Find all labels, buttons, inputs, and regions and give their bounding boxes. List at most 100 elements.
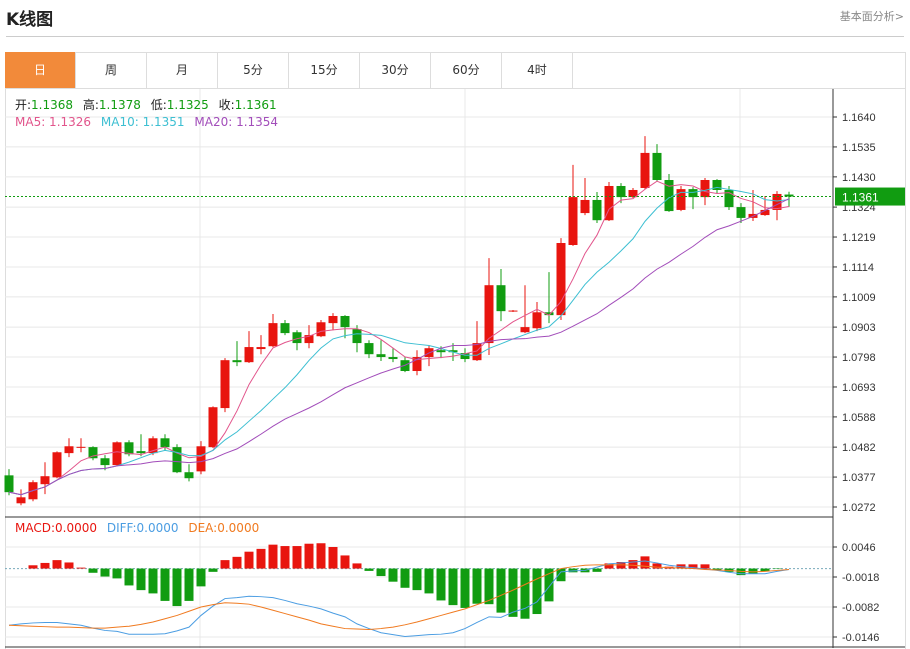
candle-body [581,200,590,213]
macd-tick-label: -0.0146 [842,632,879,644]
candle-body [437,350,446,352]
candle [221,358,230,412]
candle-body [5,475,14,492]
candle [509,310,518,312]
candle [425,345,434,366]
price-tick-label: 1.0588 [842,412,876,424]
tab-30min[interactable]: 30分 [360,52,431,88]
diff-value: DIFF:0.0000 [107,521,179,535]
macd-bar [497,569,506,613]
macd-bar [173,569,182,607]
macd-tick-label: 0.0046 [842,542,876,554]
macd-bar [557,569,566,582]
price-tick-label: 1.1009 [842,292,876,304]
candle-body [653,153,662,180]
candle-body [101,458,110,465]
candle-body [509,311,518,312]
candle [521,285,530,333]
macd-bar [509,569,518,617]
candle-body [161,438,170,447]
candle-body [617,186,626,197]
candle [269,314,278,347]
candle-body [317,322,326,336]
ohlc-readout: 开:1.1368 高:1.1378 低:1.1325 收:1.1361 [15,96,283,113]
macd-bar [149,569,158,594]
candle [209,406,218,448]
macd-bar [425,569,434,594]
candle [41,462,50,494]
macd-tick-label: -0.0082 [842,602,879,614]
candle [677,186,686,211]
candle-body [197,446,206,471]
macd-bar [125,569,134,586]
candle-body [737,207,746,218]
candle-body [53,452,62,477]
macd-bar [53,560,62,568]
tab-4hour[interactable]: 4时 [502,52,573,88]
candle [257,335,266,354]
macd-bar [269,545,278,569]
candle [233,341,242,366]
macd-tick-label: -0.0018 [842,572,879,584]
price-tick-label: 1.1114 [842,262,874,274]
candle-body [185,472,194,478]
candle [185,464,194,481]
candle-body [377,354,386,357]
candle [365,340,374,358]
candle [17,489,26,505]
candle-body [89,447,98,458]
tab-5min[interactable]: 5分 [218,52,289,88]
candle [77,438,86,452]
candle-body [497,285,506,311]
candle-body [77,447,86,448]
macd-bar [221,560,230,568]
macd-bar [29,565,38,568]
tab-day[interactable]: 日 [5,52,76,88]
candle [137,434,146,456]
macd-bar [305,544,314,569]
macd-bar [233,557,242,569]
candle-body [41,476,50,484]
tab-week[interactable]: 周 [76,52,147,88]
high-value: 1.1378 [99,98,141,112]
candle-body [269,323,278,346]
candle [653,144,662,181]
tab-month[interactable]: 月 [147,52,218,88]
price-tick-label: 1.0482 [842,442,876,454]
price-tick-label: 1.0798 [842,352,876,364]
candle-body [521,327,530,332]
candle [557,238,566,320]
macd-bar [281,546,290,569]
candle-body [221,360,230,408]
candle-body [245,347,254,362]
macd-bar [197,569,206,587]
macd-bar [401,569,410,588]
candle [5,469,14,495]
macd-bar [365,569,374,571]
macd-bar [257,549,266,569]
macd-bar [353,563,362,568]
candle-body [65,446,74,453]
macd-bar [161,569,170,601]
macd-bar [653,563,662,568]
candle [173,444,182,473]
price-tick-label: 1.0377 [842,472,876,484]
high-label: 高: [83,98,99,112]
candle [689,187,698,209]
macd-bar [377,569,386,577]
price-tick-label: 1.1535 [842,142,876,154]
macd-bar [437,569,446,601]
tab-15min[interactable]: 15分 [289,52,360,88]
candle-body [533,312,542,328]
candle-body [257,347,266,349]
tab-60min[interactable]: 60分 [431,52,502,88]
candle-body [209,407,218,447]
open-value: 1.1368 [31,98,73,112]
candle-body [113,442,122,465]
macd-bar [449,569,458,606]
macd-bar [245,552,254,569]
macd-bar [389,569,398,582]
candle [113,441,122,466]
candle [497,269,506,321]
close-value: 1.1361 [235,98,277,112]
